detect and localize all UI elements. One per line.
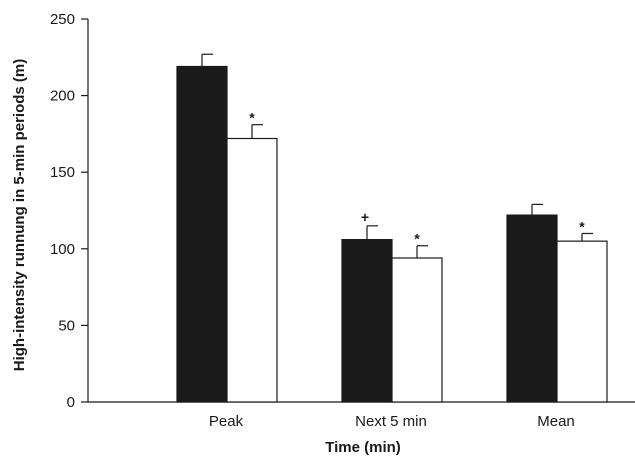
x-tick-label: Mean <box>537 413 575 430</box>
x-axis: Peak Next 5 min Mean <box>88 401 635 430</box>
bar-series-2 <box>556 240 608 403</box>
bars: + * * * <box>176 53 608 403</box>
y-tick-label: 0 <box>67 394 75 411</box>
x-tick-label: Peak <box>209 413 244 430</box>
y-tick-label: 250 <box>50 11 75 28</box>
x-axis-title: Time (min) <box>325 439 401 456</box>
significance-asterisk: * <box>579 218 585 234</box>
x-tick-label: Next 5 min <box>355 413 427 430</box>
bar-series-2 <box>226 137 278 403</box>
y-tick-label: 200 <box>50 88 75 105</box>
significance-asterisk: * <box>249 110 255 126</box>
bar-series-1 <box>176 65 228 403</box>
significance-plus: + <box>361 209 369 225</box>
bar-series-1 <box>506 214 558 403</box>
y-tick-label: 50 <box>58 317 75 334</box>
y-axis: 0 50 100 150 200 250 <box>50 11 89 411</box>
significance-asterisk: * <box>414 231 420 247</box>
bar-series-2 <box>391 257 443 403</box>
bar-series-1 <box>341 239 393 403</box>
y-axis-title: High-intensity runnung in 5-min periods … <box>11 59 28 372</box>
y-tick-label: 100 <box>50 241 75 258</box>
y-tick-label: 150 <box>50 164 75 181</box>
